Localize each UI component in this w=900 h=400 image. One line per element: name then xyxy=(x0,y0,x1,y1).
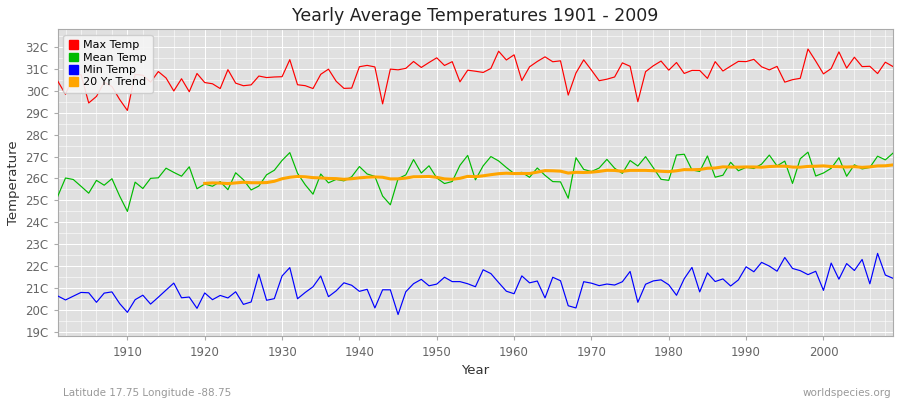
Title: Yearly Average Temperatures 1901 - 2009: Yearly Average Temperatures 1901 - 2009 xyxy=(292,7,659,25)
X-axis label: Year: Year xyxy=(462,364,490,377)
Y-axis label: Temperature: Temperature xyxy=(7,140,20,225)
Text: worldspecies.org: worldspecies.org xyxy=(803,388,891,398)
Legend: Max Temp, Mean Temp, Min Temp, 20 Yr Trend: Max Temp, Mean Temp, Min Temp, 20 Yr Tre… xyxy=(63,35,152,93)
Text: Latitude 17.75 Longitude -88.75: Latitude 17.75 Longitude -88.75 xyxy=(63,388,231,398)
